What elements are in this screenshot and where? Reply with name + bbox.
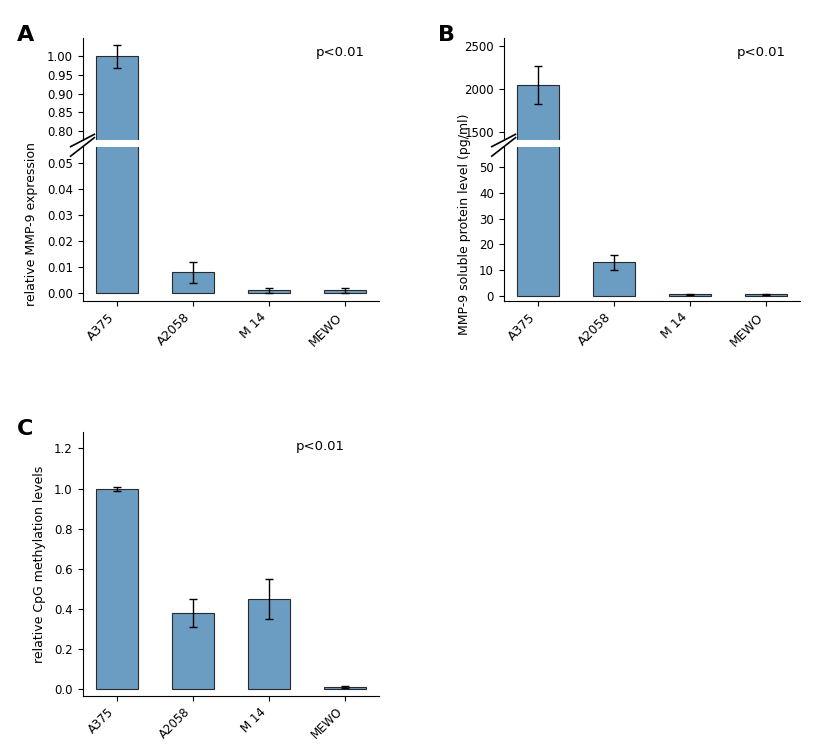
Bar (324, 687, 365, 689)
Bar (172, 272, 214, 293)
Bar (593, 259, 635, 260)
Y-axis label: MMP-9 soluble protein level (pg/ml): MMP-9 soluble protein level (pg/ml) (458, 113, 471, 335)
Bar (172, 427, 214, 430)
Y-axis label: relative MMP-9 expression: relative MMP-9 expression (26, 142, 39, 306)
Text: A: A (17, 26, 35, 45)
Text: B: B (438, 26, 455, 45)
Bar (669, 295, 711, 296)
Text: C: C (17, 420, 34, 439)
Text: p<0.01: p<0.01 (737, 46, 785, 59)
Text: p<0.01: p<0.01 (296, 440, 345, 454)
Bar (172, 613, 214, 689)
Bar (593, 262, 635, 296)
Bar (96, 488, 138, 689)
Bar (517, 0, 559, 296)
Bar (324, 290, 365, 293)
Bar (248, 599, 290, 689)
Bar (745, 295, 787, 296)
Bar (96, 57, 138, 430)
Y-axis label: relative CpG methylation levels: relative CpG methylation levels (33, 466, 45, 662)
Text: p<0.01: p<0.01 (315, 46, 365, 59)
Bar (96, 0, 138, 293)
Bar (248, 290, 290, 293)
Bar (517, 85, 559, 260)
